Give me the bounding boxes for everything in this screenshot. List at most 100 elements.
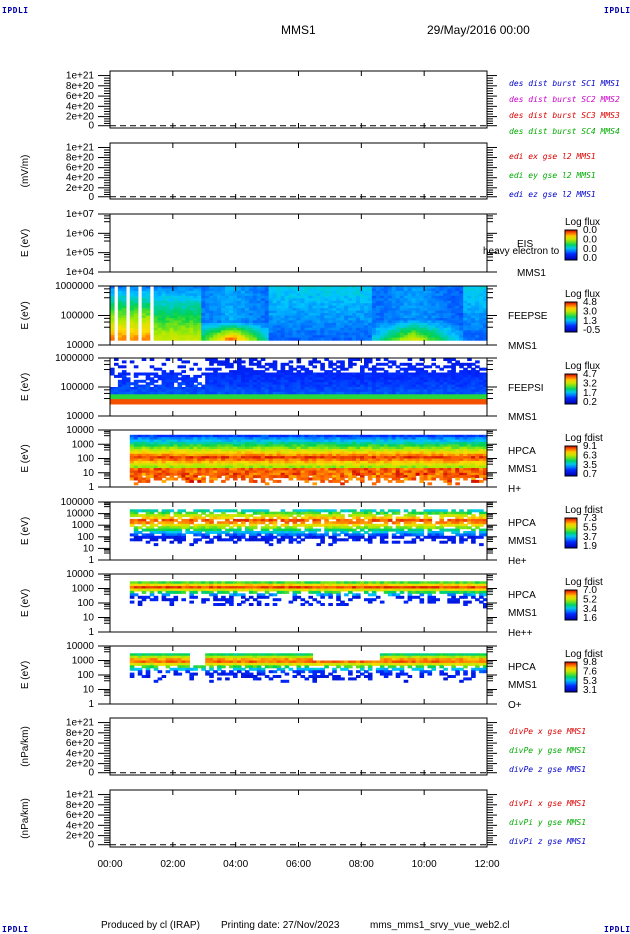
spectrogram-cell <box>133 396 139 400</box>
spectrogram-cell <box>383 308 389 312</box>
spectrogram-cell <box>328 300 333 304</box>
spectrogram-cell <box>324 396 329 400</box>
spectrogram-cell <box>352 470 357 474</box>
spectrogram-cell <box>411 310 417 314</box>
spectrogram-cell <box>213 300 218 304</box>
spectrogram-cell <box>201 449 206 452</box>
spectrogram-cell <box>391 318 397 322</box>
spectrogram-cell <box>375 358 381 361</box>
spectrogram-cell <box>276 322 282 326</box>
spectrogram-cell <box>157 439 163 443</box>
spectrogram-cell <box>217 288 222 292</box>
spectrogram-cell <box>185 399 190 403</box>
spectrogram-cell <box>367 399 373 403</box>
spectrogram-cell <box>451 293 456 297</box>
spectrogram-cell <box>340 300 345 304</box>
spectrogram-cell <box>252 335 258 339</box>
spectrogram-cell <box>129 310 135 314</box>
spectrogram-cell <box>229 458 234 462</box>
spectrogram-cell <box>233 310 238 314</box>
spectrogram-cell <box>117 325 123 329</box>
spectrogram-cell <box>252 387 258 390</box>
spectrogram-cell <box>447 327 452 331</box>
spectrogram-cell <box>316 401 321 405</box>
spectrogram-cell <box>455 330 460 334</box>
spectrogram-cell <box>129 315 135 319</box>
spectrogram-cell <box>264 446 270 450</box>
spectrogram-cell <box>431 293 436 297</box>
spectrogram-cell <box>375 295 381 299</box>
spectrogram-cell <box>233 332 238 336</box>
spectrogram-cell <box>173 298 179 302</box>
spectrogram-cell <box>288 384 294 388</box>
spectrogram-cell <box>483 332 488 336</box>
spectrogram-cell <box>256 401 262 405</box>
spectrogram-cell <box>157 305 163 309</box>
spectrogram-cell <box>185 437 190 441</box>
spectrogram-cell <box>360 318 365 322</box>
spectrogram-cell <box>320 290 325 294</box>
spectrogram-cell <box>419 401 425 405</box>
spectrogram-cell <box>403 470 409 474</box>
spectrogram-cell <box>225 322 230 326</box>
spectrogram-cell <box>213 391 218 395</box>
spectrogram-cell <box>268 441 274 445</box>
spectrogram-cell <box>217 463 222 467</box>
spectrogram-cell <box>157 441 163 445</box>
spectrogram-cell <box>161 332 167 336</box>
spectrogram-cell <box>419 391 425 395</box>
y-tick-label: 10000 <box>66 411 94 422</box>
spectrogram-cell <box>479 377 484 381</box>
spectrogram-cell <box>439 286 444 290</box>
spectrogram-cell <box>241 468 246 471</box>
spectrogram-cell <box>201 335 206 339</box>
spectrogram-cell <box>364 290 369 294</box>
spectrogram-cell <box>344 293 349 297</box>
spectrogram-cell <box>471 387 476 390</box>
spectrogram-cell <box>391 298 397 302</box>
spectrogram-cell <box>348 335 353 339</box>
spectrogram-cell <box>280 300 286 304</box>
spectrogram-cell <box>356 477 361 481</box>
spectrogram-cell <box>356 446 361 450</box>
spectrogram-cell <box>304 434 310 438</box>
spectrogram-cell <box>308 325 313 329</box>
spectrogram-cell <box>157 460 163 464</box>
spectrogram-cell <box>229 449 234 452</box>
spectrogram-cell <box>225 394 230 398</box>
spectrogram-cell <box>367 456 373 460</box>
spectrogram-cell <box>173 470 179 474</box>
spectrogram-cell <box>149 434 155 438</box>
spectrogram-cell <box>268 382 274 386</box>
spectrogram-cell <box>463 327 468 331</box>
spectrogram-cell <box>383 439 389 443</box>
spectrogram-cell <box>177 437 183 441</box>
spectrogram-cell <box>268 387 274 390</box>
spectrogram-cell <box>399 391 405 395</box>
spectrogram-cell <box>110 332 115 336</box>
spectrogram-cell <box>483 325 488 329</box>
spectrogram-cell <box>276 463 282 467</box>
spectrogram-cell <box>157 456 163 460</box>
spectrogram-cell <box>379 384 385 388</box>
spectrogram-cell <box>288 318 294 322</box>
spectrogram-cell <box>356 472 361 476</box>
spectrogram-cell <box>252 437 258 441</box>
spectrogram-cell <box>312 468 317 471</box>
spectrogram-cell <box>348 310 353 314</box>
spectrogram-cell <box>356 396 361 400</box>
spectrogram-cell <box>336 391 341 395</box>
spectrogram-cell <box>292 449 298 452</box>
spectrogram-cell <box>328 479 333 483</box>
spectrogram-cell <box>209 465 214 469</box>
spectrogram-cell <box>237 295 242 299</box>
spectrogram-cell <box>284 300 290 304</box>
spectrogram-cell <box>225 384 230 388</box>
spectrogram-cell <box>371 337 377 341</box>
spectrogram-cell <box>165 456 171 460</box>
spectrogram-cell <box>483 374 488 378</box>
spectrogram-cell <box>193 305 198 309</box>
spectrogram-cell <box>181 456 186 460</box>
spectrogram-cell <box>395 456 401 460</box>
spectrogram-cell <box>459 389 464 393</box>
